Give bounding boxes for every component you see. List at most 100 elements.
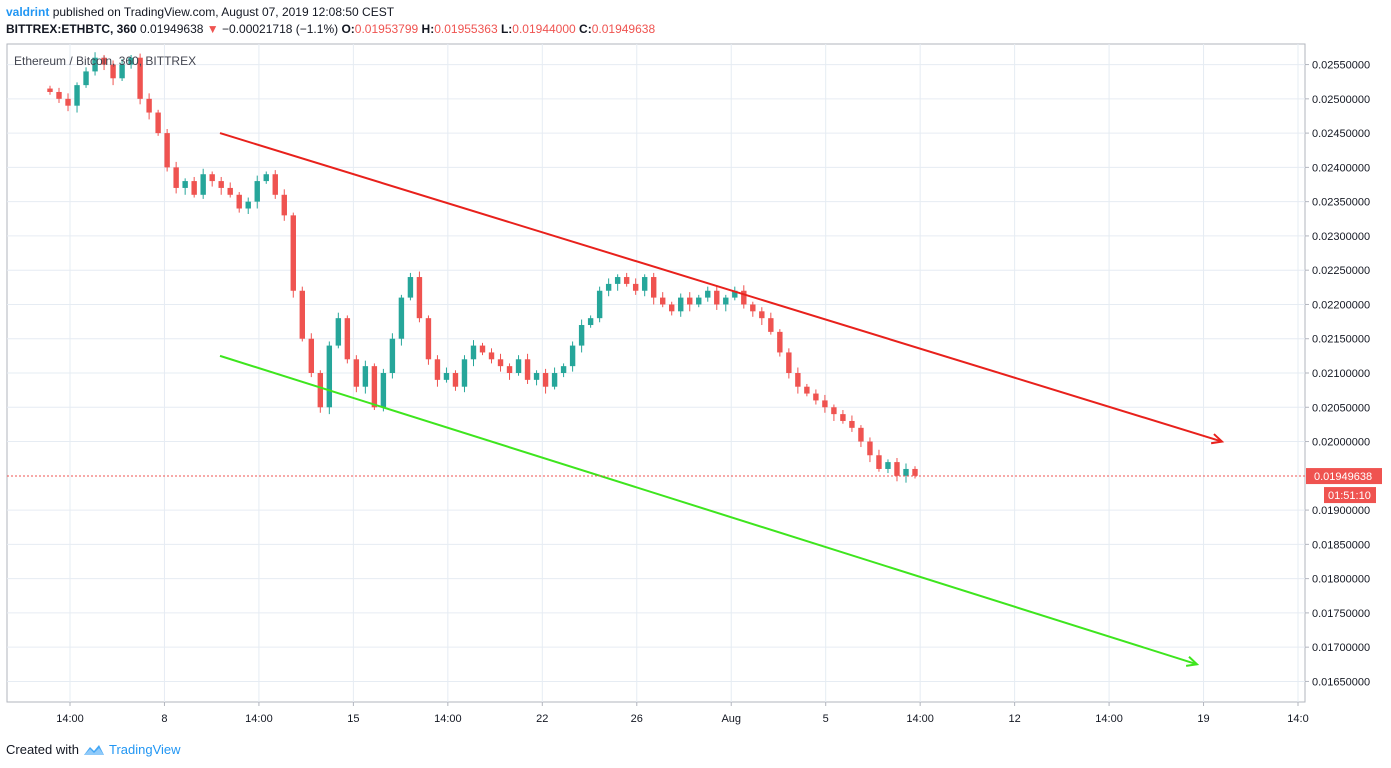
price-tag-value: 0.01949638 [1314, 471, 1372, 483]
candle-body [669, 304, 675, 312]
x-tick-label: 14:00 [1095, 713, 1123, 725]
candle-body [894, 462, 900, 476]
close-label: C: [579, 22, 592, 36]
candle-body [470, 345, 477, 360]
candle-body [119, 64, 125, 79]
candle-body [182, 181, 188, 188]
price-chart[interactable]: Ethereum / Bitcoin, 360, BITTREX 0.02550… [0, 0, 1391, 740]
candle-body [867, 441, 873, 456]
candle-body [344, 318, 351, 360]
candle-body [542, 373, 549, 387]
y-tick-label: 0.02300000 [1312, 231, 1370, 243]
candle-body [804, 386, 810, 394]
candle-body [146, 98, 152, 113]
candle-body [687, 297, 693, 305]
trendlines [219, 132, 1225, 667]
candle-body [515, 359, 522, 373]
candle-body [488, 352, 495, 360]
candle-body [822, 400, 828, 408]
candle-body [795, 373, 801, 387]
candle-body [254, 181, 260, 202]
support-trendline [219, 354, 1198, 666]
x-tick-label: 15 [347, 713, 359, 725]
candle-body [623, 277, 630, 284]
candle-body [155, 112, 161, 134]
change-value: −0.00021718 (−1.1%) [222, 22, 339, 36]
candle-body [759, 311, 765, 319]
candle-body [903, 468, 909, 476]
candle-body [741, 290, 747, 305]
candle-body [110, 64, 116, 79]
countdown-box [1324, 487, 1376, 504]
candle-body [92, 57, 98, 72]
open-label: O: [341, 22, 355, 36]
price-axis[interactable]: 0.02550000 0.02500000 0.02450000 0.02400000… [1305, 60, 1370, 689]
symbol-label: BITTREX:ETHBTC, 360 [6, 22, 137, 36]
candle-body [101, 57, 107, 65]
candle-body [786, 352, 792, 373]
y-tick-label: 0.02000000 [1312, 437, 1370, 449]
time-axis[interactable]: 14:00 8 14:00 15 14:00 22 26 Aug 5 14:00 12 14:00 19… [56, 702, 1309, 725]
low-value: 0.01944000 [512, 22, 576, 36]
candle-body [569, 345, 576, 367]
candle-body [245, 201, 251, 209]
x-tick-label: 19 [1197, 713, 1209, 725]
candle-body [389, 338, 396, 373]
y-tick-label: 0.01700000 [1312, 642, 1370, 654]
open-value: 0.01953799 [354, 22, 419, 36]
candle-body [461, 359, 468, 387]
symbol-ohlc-line: BITTREX:ETHBTC, 360 0.01949638 ▼ −0.0002… [6, 22, 655, 36]
candle-body [641, 277, 648, 291]
price-tag: 0.01949638 01:51:10 [1306, 468, 1382, 504]
footer: Created with TradingView [6, 742, 181, 757]
candle-body [650, 277, 657, 298]
candle-body [831, 407, 837, 415]
candle-body [912, 468, 918, 476]
candles [47, 52, 918, 483]
y-tick-label: 0.01750000 [1312, 608, 1370, 620]
high-value: 0.01955363 [434, 22, 498, 36]
candle-body [425, 318, 432, 360]
x-tick-label: 8 [161, 713, 167, 725]
candle-body [876, 455, 882, 469]
candle-body [885, 462, 891, 469]
resistance-trendline [219, 132, 1223, 443]
grid [7, 44, 1305, 702]
x-tick-label: 22 [536, 713, 548, 725]
candle-body [813, 393, 819, 401]
countdown-value: 01:51:10 [1328, 490, 1371, 502]
close-value: 0.01949638 [591, 22, 656, 36]
candle-body [533, 373, 540, 380]
x-tick-label: 14:00 [434, 713, 462, 725]
candle-body [74, 85, 80, 106]
candle-body [47, 88, 53, 92]
candle-body [65, 98, 71, 106]
x-tick-label: 26 [631, 713, 643, 725]
candle-body [281, 194, 287, 216]
y-tick-label: 0.02050000 [1312, 402, 1370, 414]
candle-body [326, 345, 333, 408]
x-tick-label: Aug [721, 713, 741, 725]
candle-body [714, 290, 720, 305]
candle-body [362, 366, 369, 387]
author-link[interactable]: valdrint [6, 5, 50, 19]
candle-body [849, 420, 855, 428]
x-tick-label: 14:00 [56, 713, 84, 725]
candle-body [524, 359, 531, 380]
resistance-arrowhead-icon [1210, 433, 1225, 445]
candle-body [443, 373, 450, 380]
y-tick-label: 0.02250000 [1312, 265, 1370, 277]
y-tick-label: 0.02550000 [1312, 60, 1370, 72]
candle-body [128, 57, 134, 65]
candle-body [578, 325, 585, 346]
y-tick-label: 0.02450000 [1312, 128, 1370, 140]
x-tick-label: 5 [823, 713, 829, 725]
candle-body [696, 297, 702, 305]
candle-body [434, 359, 441, 380]
tradingview-brand[interactable]: TradingView [108, 742, 181, 757]
low-label: L: [500, 22, 513, 36]
candle-body [497, 359, 504, 367]
candle-body [587, 318, 594, 326]
y-tick-label: 0.01650000 [1312, 676, 1370, 688]
candle-body [335, 318, 342, 346]
